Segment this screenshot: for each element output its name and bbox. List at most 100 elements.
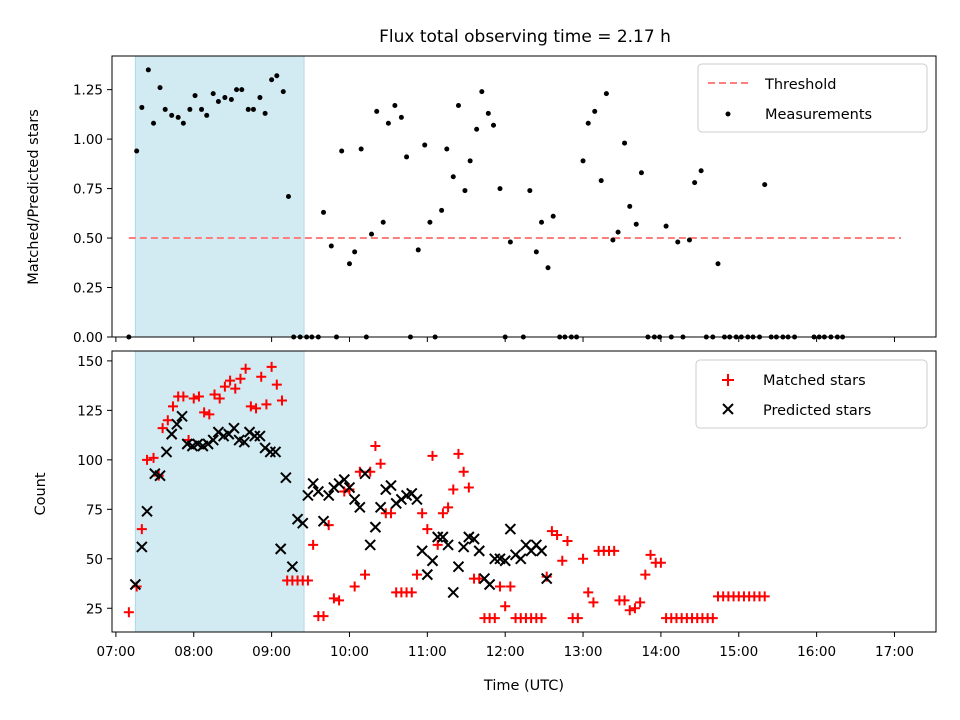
- matched-point: [344, 484, 355, 495]
- measurement-point: [444, 146, 450, 152]
- predicted-point: [176, 410, 188, 423]
- predicted-point: [264, 446, 277, 458]
- measurement-point: [491, 122, 497, 128]
- matched-point: [219, 381, 230, 392]
- measurement-point: [467, 158, 473, 164]
- top-panel: 0.00 0.25 0.50 0.75 1.00 1.25 Matched/Predict…: [26, 55, 937, 346]
- matched-point: [308, 539, 319, 550]
- predicted-point: [421, 568, 434, 581]
- x-tick-label: 08:00: [174, 644, 213, 660]
- predicted-point: [499, 555, 511, 567]
- matched-point: [453, 448, 464, 459]
- legend-predicted-label: Predicted stars: [763, 403, 871, 419]
- measurement-point: [715, 261, 721, 267]
- predicted-point: [317, 515, 330, 527]
- predicted-point: [541, 572, 553, 585]
- predicted-point: [535, 545, 548, 557]
- measurement-point: [169, 112, 175, 118]
- measurement-point: [507, 239, 513, 245]
- x-tick-label: 12:00: [486, 644, 525, 660]
- predicted-point: [254, 430, 266, 442]
- measurement-point: [404, 154, 410, 160]
- measurement-point: [663, 223, 669, 229]
- predicted-point: [385, 479, 397, 492]
- measurement-point: [474, 126, 480, 132]
- x-axis-label: Time (UTC): [483, 678, 564, 694]
- measurement-point: [339, 148, 345, 154]
- measurement-point: [369, 231, 375, 237]
- matched-point: [552, 530, 563, 541]
- matched-point: [349, 581, 360, 592]
- measurement-point: [550, 213, 556, 219]
- y-tick-label: 25: [86, 601, 103, 617]
- matched-point: [463, 482, 474, 493]
- matched-point: [302, 575, 313, 586]
- matched-point: [157, 423, 168, 434]
- matched-point: [123, 607, 134, 618]
- measurement-point: [638, 170, 644, 176]
- measurement-point: [762, 182, 768, 188]
- measurement-point: [585, 120, 591, 126]
- x-tick-label: 07:00: [96, 644, 135, 660]
- matched-point: [328, 593, 339, 604]
- y-tick-label: 150: [77, 354, 103, 370]
- matched-point: [142, 454, 153, 465]
- matched-point: [624, 605, 635, 616]
- x-tick-label: 17:00: [875, 644, 914, 660]
- measurement-point: [622, 140, 628, 146]
- predicted-point: [364, 539, 376, 551]
- matched-point: [251, 403, 262, 414]
- measurement-point: [222, 95, 228, 101]
- matched-point: [188, 393, 199, 404]
- measurement-point: [392, 102, 398, 108]
- predicted-point: [249, 430, 261, 442]
- measurement-point: [427, 219, 433, 225]
- measurement-point: [462, 188, 468, 194]
- matched-point: [271, 379, 282, 390]
- predicted-point: [515, 553, 527, 565]
- matched-point: [619, 595, 630, 606]
- predicted-point: [129, 578, 142, 591]
- measurement-point: [422, 142, 428, 148]
- predicted-point: [452, 560, 465, 573]
- measurement-point: [580, 158, 586, 164]
- matched-point: [557, 555, 568, 566]
- matched-point: [494, 581, 505, 592]
- measurement-point: [285, 194, 291, 199]
- matched-point: [375, 458, 386, 469]
- predicted-point: [416, 545, 428, 557]
- predicted-point: [489, 553, 501, 565]
- y-tick-label: 0.00: [73, 330, 103, 346]
- measurement-point: [346, 261, 352, 267]
- matched-point: [167, 401, 178, 412]
- predicted-point: [426, 555, 439, 567]
- measurement-point: [228, 97, 234, 103]
- y-tick-label: 50: [86, 552, 103, 568]
- matched-point: [474, 573, 485, 584]
- y-tick-label: 100: [77, 453, 103, 469]
- predicted-point: [297, 517, 309, 529]
- measurement-point: [210, 91, 216, 97]
- matched-point: [204, 409, 215, 420]
- legend-predicted-swatch: [722, 403, 734, 415]
- matched-point: [640, 569, 651, 580]
- matched-point: [489, 613, 500, 624]
- predicted-point: [374, 501, 387, 514]
- matched-point: [562, 535, 573, 546]
- measurement-point: [415, 247, 421, 253]
- matched-point: [406, 587, 417, 598]
- top-axes-frame: [111, 55, 937, 338]
- matched-point: [136, 524, 147, 535]
- matched-point: [546, 526, 557, 537]
- measurement-point: [151, 120, 157, 126]
- measurement-point: [162, 106, 168, 112]
- measurement-point: [598, 178, 604, 184]
- matched-point: [148, 452, 159, 463]
- measurement-point: [675, 239, 681, 245]
- measurement-point: [239, 87, 245, 93]
- matched-point: [245, 401, 256, 412]
- measurement-point: [627, 203, 633, 209]
- matched-point: [655, 557, 666, 568]
- predicted-point: [411, 493, 423, 506]
- legend-measurements-label: Measurements: [765, 107, 872, 123]
